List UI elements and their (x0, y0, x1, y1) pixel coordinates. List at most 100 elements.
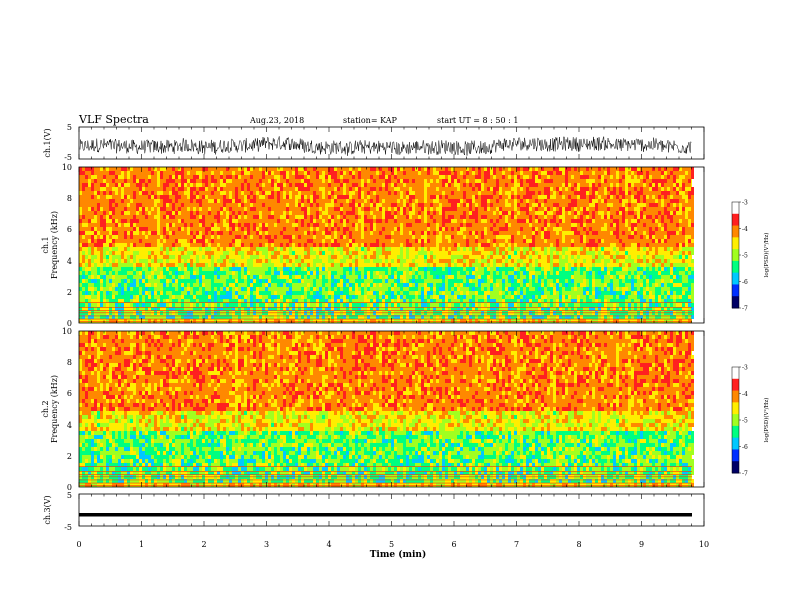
spectrogram-cell (424, 219, 427, 223)
spectrogram-cell (481, 295, 484, 299)
spectrogram-cell (367, 179, 370, 183)
spectrogram-cell (175, 199, 178, 203)
spectrogram-cell (151, 259, 154, 263)
spectrogram-cell (481, 215, 484, 219)
spectrogram-cell (172, 231, 175, 235)
spectrogram-cell (244, 235, 247, 239)
spectrogram-cell (370, 191, 373, 195)
spectrogram-cell (379, 179, 382, 183)
spectrogram-cell (91, 199, 94, 203)
spectrogram-cell (343, 291, 346, 295)
spectrogram-cell (280, 247, 283, 251)
spectrogram-cell (79, 315, 82, 319)
spectrogram-cell (499, 171, 502, 175)
spectrogram-cell (283, 231, 286, 235)
spectrogram-cell (166, 263, 169, 267)
spectrogram-cell (397, 195, 400, 199)
spectrogram-cell (265, 203, 268, 207)
spectrogram-cell (439, 243, 442, 247)
spectrogram-cell (433, 227, 436, 231)
spectrogram-cell (469, 239, 472, 243)
spectrogram-cell (292, 203, 295, 207)
spectrogram-cell (157, 195, 160, 199)
spectrogram-cell (268, 243, 271, 247)
spectrogram-cell (271, 315, 274, 319)
spectrogram-cell (256, 279, 259, 283)
spectrogram-cell (430, 195, 433, 199)
spectrogram-cell (343, 315, 346, 319)
spectrogram-cell (190, 207, 193, 211)
spectrogram-cell (379, 219, 382, 223)
spectrogram-cell (280, 303, 283, 307)
spectrogram-cell (358, 227, 361, 231)
spectrogram-cell (451, 263, 454, 267)
spectrogram-cell (370, 263, 373, 267)
spectrogram-cell (274, 199, 277, 203)
spectrogram-cell (283, 283, 286, 287)
spectrogram-cell (469, 299, 472, 303)
spectrogram-cell (94, 255, 97, 259)
spectrogram-cell (376, 303, 379, 307)
spectrogram-cell (457, 211, 460, 215)
spectrogram-cell (139, 287, 142, 291)
spectrogram-cell (427, 295, 430, 299)
spectrogram-cell (493, 235, 496, 239)
spectrogram-cell (472, 223, 475, 227)
spectrogram-cell (316, 303, 319, 307)
spectrogram-cell (340, 291, 343, 295)
spectrogram-cell (214, 307, 217, 311)
spectrogram-cell (139, 215, 142, 219)
spectrogram-cell (151, 279, 154, 283)
spectrogram-cell (298, 299, 301, 303)
spectrogram-cell (391, 243, 394, 247)
spectrogram-cell (220, 279, 223, 283)
spectrogram-cell (373, 211, 376, 215)
spectrogram-cell (295, 267, 298, 271)
spectrogram-cell (202, 303, 205, 307)
spectrogram-cell (451, 275, 454, 279)
spectrogram-cell (406, 275, 409, 279)
spectrogram-cell (325, 255, 328, 259)
spectrogram-cell (85, 211, 88, 215)
spectrogram-cell (496, 215, 499, 219)
spectrogram-cell (232, 271, 235, 275)
spectrogram-cell (430, 227, 433, 231)
spectrogram-cell (457, 303, 460, 307)
spectrogram-cell (310, 259, 313, 263)
spectrogram-cell (301, 199, 304, 203)
spectrogram-cell (298, 231, 301, 235)
spectrogram-cell (250, 263, 253, 267)
spectrogram-cell (475, 199, 478, 203)
spectrogram-cell (487, 235, 490, 239)
spectrogram-cell (163, 203, 166, 207)
spectrogram-cell (478, 267, 481, 271)
spectrogram-cell (466, 267, 469, 271)
spectrogram-cell (223, 291, 226, 295)
spectrogram-cell (280, 179, 283, 183)
spectrogram-cell (208, 299, 211, 303)
spectrogram-cell (340, 299, 343, 303)
spectrogram-cell (502, 199, 505, 203)
spectrogram-cell (307, 227, 310, 231)
spectrogram-cell (460, 223, 463, 227)
spectrogram-cell (487, 287, 490, 291)
spectrogram-cell (118, 195, 121, 199)
spectrogram-cell (232, 287, 235, 291)
spectrogram-cell (424, 227, 427, 231)
spectrogram-cell (142, 195, 145, 199)
spectrogram-cell (358, 199, 361, 203)
spectrogram-cell (376, 211, 379, 215)
spectrogram-cell (217, 223, 220, 227)
spectrogram-cell (475, 287, 478, 291)
spectrogram-cell (103, 251, 106, 255)
spectrogram-cell (223, 191, 226, 195)
spectrogram-cell (304, 299, 307, 303)
spectrogram-cell (349, 171, 352, 175)
spectrogram-cell (472, 243, 475, 247)
spectrogram-cell (124, 239, 127, 243)
spectrogram-cell (172, 215, 175, 219)
spectrogram-cell (430, 183, 433, 187)
spectrogram-cell (259, 191, 262, 195)
spectrogram-cell (454, 235, 457, 239)
spectrogram-cell (319, 183, 322, 187)
